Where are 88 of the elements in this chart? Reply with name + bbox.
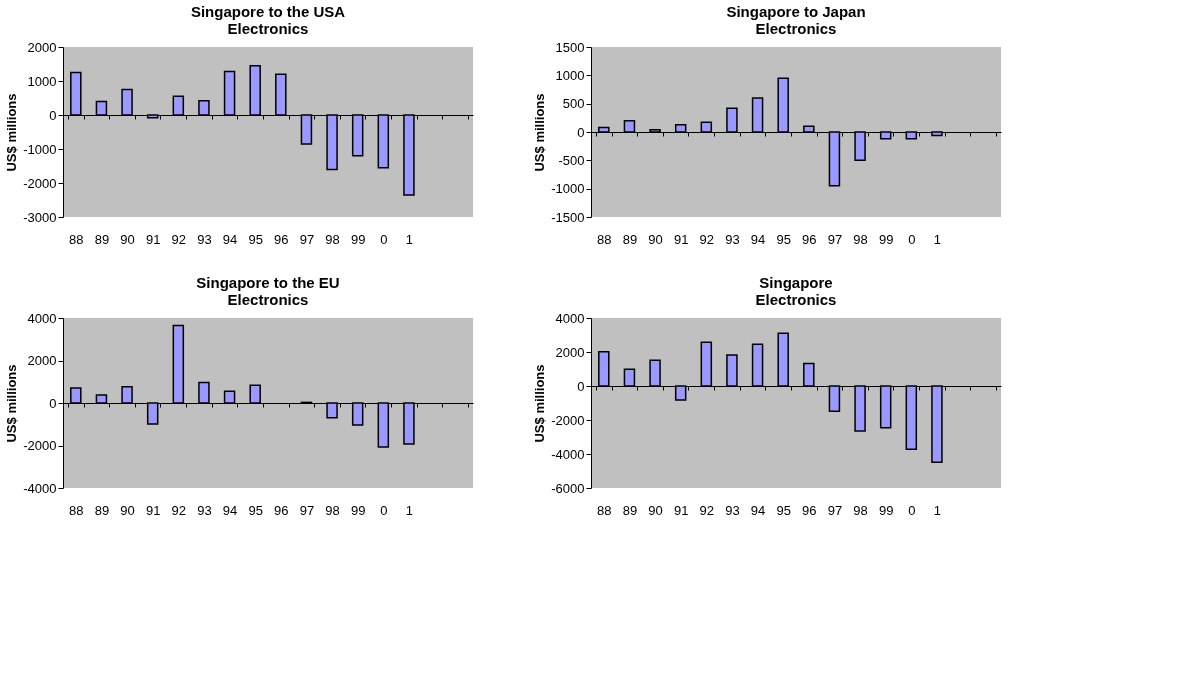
- x-tick-label: 95: [248, 502, 263, 518]
- x-tick-label: 98: [325, 502, 340, 518]
- x-tick-label: 88: [597, 502, 612, 518]
- y-tick-label: -500: [558, 152, 585, 168]
- x-tick-label: 88: [69, 231, 84, 247]
- y-tick-label: 4000: [27, 310, 57, 326]
- x-tick-label: 96: [802, 231, 817, 247]
- y-tick-label: 0: [49, 395, 57, 411]
- x-tick-label: 1: [933, 502, 942, 518]
- y-tick-label: 2000: [27, 39, 57, 55]
- y-tick-label: 2000: [27, 353, 57, 368]
- y-tick-label: -4000: [23, 480, 57, 496]
- x-tick-label: 90: [648, 502, 663, 518]
- x-tick-label: 1: [933, 231, 942, 247]
- x-tick-label: 99: [878, 502, 894, 518]
- x-tick-label: 94: [222, 502, 238, 518]
- y-axis-title: US$ millions: [4, 364, 20, 443]
- x-tick-label: 91: [673, 502, 689, 518]
- x-tick-label: 91: [145, 502, 161, 518]
- chart-title: Singapore to the USA Electronics: [190, 3, 346, 37]
- x-tick-label: 99: [878, 231, 894, 247]
- x-tick-label: 96: [274, 231, 289, 247]
- x-tick-label: 97: [827, 231, 843, 247]
- x-tick-label: 89: [94, 231, 110, 247]
- chart-title: Singapore to the EU Electronics: [196, 274, 340, 308]
- x-tick-label: 99: [350, 231, 366, 247]
- x-tick-label: 99: [350, 502, 366, 518]
- x-tick-label: 89: [622, 502, 638, 518]
- y-tick-label: 1000: [555, 67, 585, 83]
- x-tick-label: 1: [405, 502, 414, 518]
- y-tick-label: -4000: [551, 446, 585, 462]
- x-tick-label: 97: [299, 231, 315, 247]
- x-tick-label: 0: [908, 231, 916, 247]
- y-axis-title: US$ millions: [532, 93, 548, 172]
- y-tick-label: -1000: [551, 181, 585, 197]
- x-tick-label: 98: [325, 231, 340, 247]
- x-tick-label: 93: [197, 231, 212, 247]
- x-tick-label: 98: [853, 502, 868, 518]
- x-tick-label: 89: [622, 231, 638, 247]
- x-tick-label: 1: [405, 231, 414, 247]
- x-tick-label: 97: [299, 502, 315, 518]
- x-tick-label: 0: [380, 502, 388, 518]
- y-tick-label: -2000: [551, 412, 585, 428]
- x-tick-label: 92: [171, 502, 187, 518]
- y-tick-label: 1000: [27, 73, 57, 89]
- x-tick-label: 88: [597, 231, 612, 247]
- x-tick-label: 93: [725, 502, 740, 518]
- x-tick-label: 94: [222, 231, 238, 247]
- x-tick-label: 96: [274, 502, 289, 518]
- x-tick-label: 94: [750, 231, 766, 247]
- x-tick-label: 95: [776, 502, 791, 518]
- x-tick-label: 97: [827, 502, 843, 518]
- x-tick-label: 95: [776, 231, 791, 247]
- x-tick-label: 90: [120, 502, 135, 518]
- x-tick-label: 92: [171, 231, 187, 247]
- y-tick-label: 0: [577, 124, 585, 140]
- y-tick-label: 500: [562, 96, 585, 112]
- y-tick-label: -1000: [23, 141, 57, 157]
- x-tick-label: 90: [120, 231, 135, 247]
- x-tick-label: 89: [94, 502, 110, 518]
- y-tick-label: -2000: [23, 175, 57, 191]
- x-tick-label: 93: [725, 231, 740, 247]
- chart-title: Singapore to Japan Electronics: [726, 3, 866, 37]
- y-axis-title: US$ millions: [4, 93, 20, 172]
- x-tick-label: 93: [197, 502, 212, 518]
- x-tick-label: 92: [699, 502, 715, 518]
- y-tick-label: -1500: [551, 209, 585, 225]
- y-tick-label: 0: [577, 378, 585, 394]
- y-tick-label: -6000: [551, 480, 585, 496]
- x-tick-label: 94: [750, 502, 766, 518]
- x-tick-label: 90: [648, 231, 663, 247]
- y-tick-label: -3000: [23, 209, 57, 225]
- y-tick-label: -2000: [23, 438, 57, 453]
- x-tick-label: 92: [699, 231, 715, 247]
- chart-title: Singapore Electronics: [755, 274, 837, 308]
- x-tick-label: 95: [248, 231, 263, 247]
- y-axis-title: US$ millions: [532, 364, 548, 443]
- x-tick-label: 0: [908, 502, 916, 518]
- x-tick-label: 88: [69, 502, 84, 518]
- x-tick-label: 0: [380, 231, 388, 247]
- x-tick-label: 91: [673, 231, 689, 247]
- y-tick-label: 2000: [555, 344, 585, 360]
- y-tick-label: 4000: [555, 310, 585, 326]
- y-tick-label: 0: [49, 107, 57, 123]
- x-tick-label: 96: [802, 502, 817, 518]
- x-tick-label: 91: [145, 231, 161, 247]
- x-tick-label: 98: [853, 231, 868, 247]
- y-tick-label: 1500: [555, 39, 585, 55]
